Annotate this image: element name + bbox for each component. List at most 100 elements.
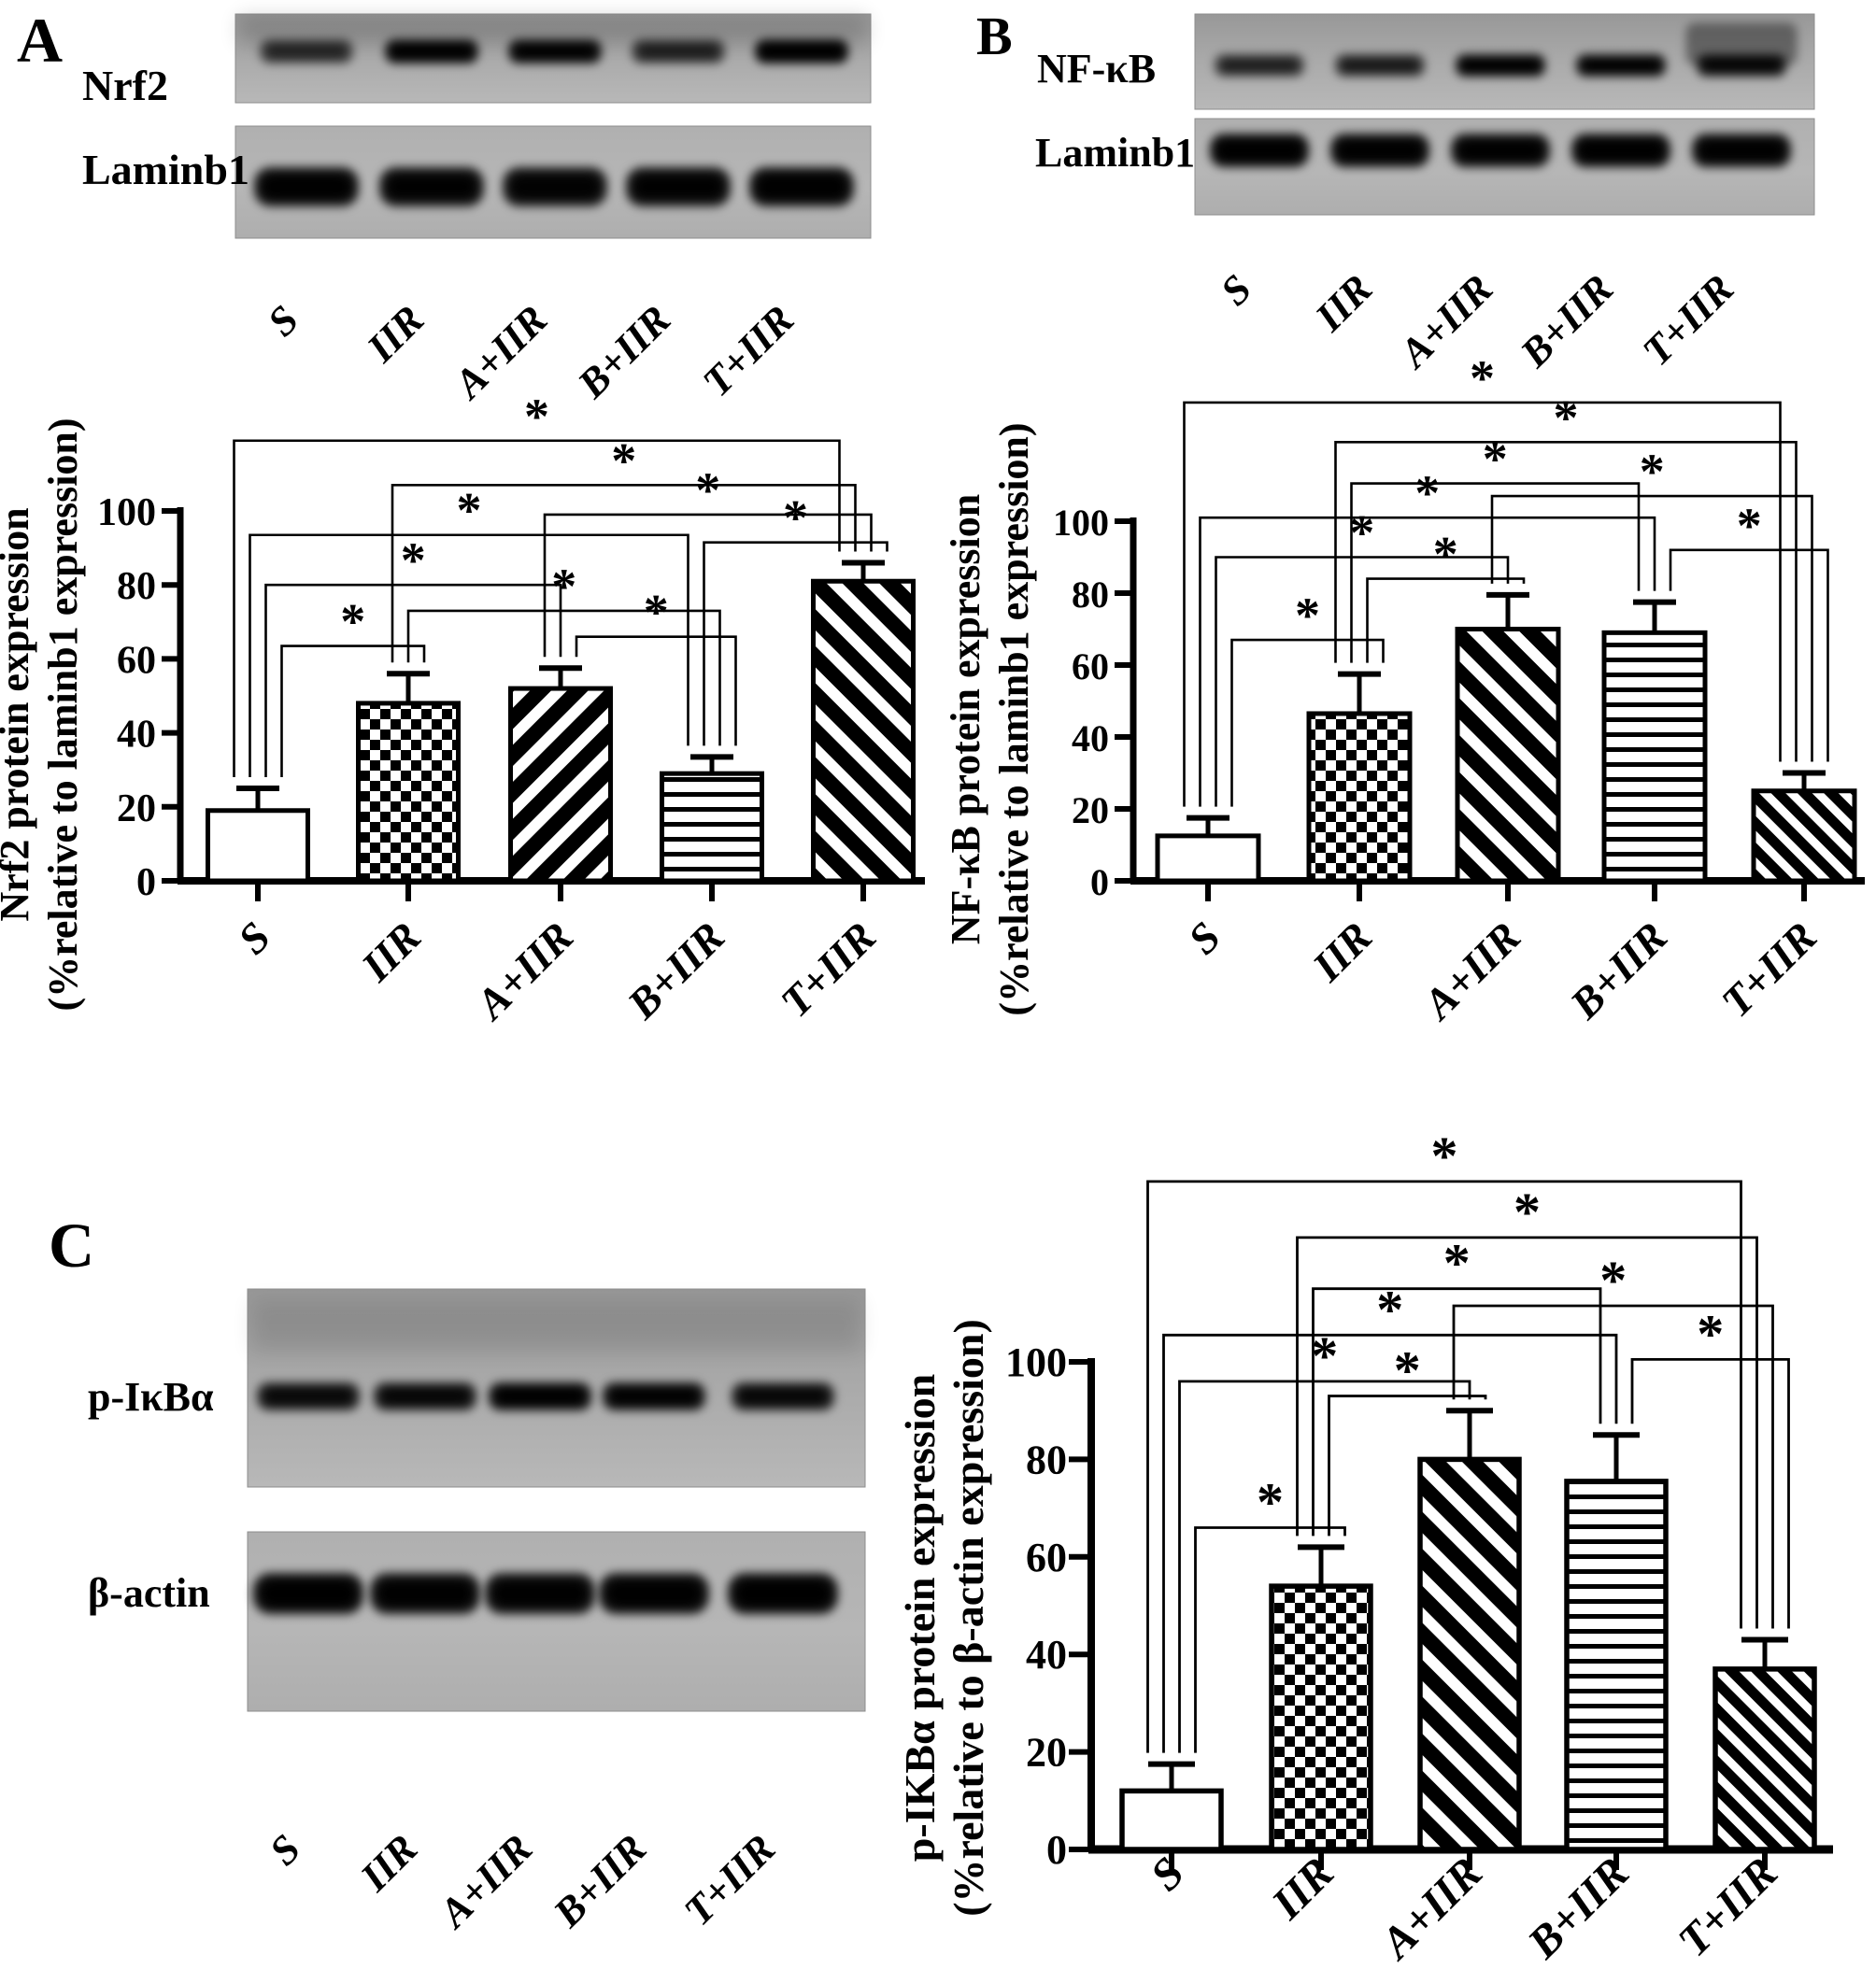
sig-star-IIR-T+IIR: *	[1514, 1182, 1541, 1242]
bar-A+IIR	[508, 686, 613, 884]
blot-lane-label-S: S	[261, 1825, 309, 1874]
blot-band-Nrf2-A+IIR	[508, 39, 602, 64]
x-category-label-B+IIR: B+IIR	[618, 913, 733, 1028]
y-axis-title-line2: (%relative to laminb1 expression)	[40, 418, 86, 1011]
sig-bracket-IIR-T+IIR	[391, 483, 857, 663]
y-tick-label-100: 100	[1053, 502, 1109, 544]
y-tick-label-0: 0	[136, 861, 156, 904]
bar-A+IIR	[1455, 627, 1561, 884]
bar-B+IIR	[1564, 1479, 1669, 1852]
blot-band-Laminb1-IIR	[1330, 134, 1429, 167]
x-category-label-A+IIR: A+IIR	[1370, 1848, 1492, 1969]
bar-IIR	[1269, 1583, 1373, 1852]
blot-lane-label-A+IIR: A+IIR	[429, 1825, 541, 1937]
sig-bracket-A+IIR-T+IIR	[1490, 494, 1813, 762]
blot-lane-label-IIR: IIR	[358, 296, 433, 371]
blot-strip-NF-κB	[1194, 13, 1815, 110]
panel-b-bar-chart: 0 20 40 60 80 100 NF-κB protein expression (%re…	[943, 350, 1865, 1029]
blot-strip-Nrf2	[234, 13, 872, 104]
sig-star-S-T+IIR: *	[1470, 350, 1495, 406]
y-axis-title-line2: (%relative to β-actin expression)	[945, 1319, 992, 1917]
y-tick-label-80: 80	[1072, 574, 1109, 616]
blot-band-p-IκBα-B+IIR	[603, 1382, 705, 1410]
sig-bracket-S-A+IIR	[1178, 1380, 1471, 1753]
bar-T+IIR	[811, 578, 916, 884]
blot-band-Laminb1-IIR	[379, 167, 484, 206]
sig-bracket-B+IIR-T+IIR	[1669, 548, 1829, 762]
blot-band-NF-κB-A+IIR	[1456, 54, 1545, 77]
bar-IIR	[1306, 711, 1413, 884]
blot-protein-label-p-IκBα: p-IκBα	[88, 1374, 214, 1420]
sig-star-S-B+IIR: *	[1376, 1279, 1403, 1339]
bar-A+IIR	[1417, 1456, 1522, 1852]
sig-star-A+IIR-T+IIR: *	[1640, 444, 1665, 500]
sig-bracket-IIR-T+IIR	[1296, 1236, 1758, 1629]
blot-band-β-actin-S	[253, 1573, 363, 1614]
panel-label-a: A	[17, 5, 63, 76]
blot-band-Laminb1-A+IIR	[1451, 134, 1550, 167]
y-tick-label-20: 20	[1072, 789, 1109, 831]
sig-bracket-S-B+IIR	[1199, 516, 1656, 807]
blot-lane-label-B+IIR: B+IIR	[1511, 265, 1622, 376]
y-tick-label-60: 60	[1026, 1535, 1067, 1580]
sig-star-IIR-A+IIR: *	[1394, 1340, 1421, 1401]
x-category-label-T+IIR: T+IIR	[1669, 1848, 1787, 1966]
blot-strip-Laminb1	[1194, 118, 1815, 216]
x-category-label-B+IIR: B+IIR	[1560, 913, 1676, 1028]
blot-band-Laminb1-T+IIR	[1692, 134, 1791, 167]
panel-label-c: C	[49, 1210, 94, 1281]
panel-c-blot-region: Cp-IκBα β-actin S IIR A+IIR B+IIR T+IIR	[49, 1210, 866, 1938]
y-tick-label-80: 80	[117, 565, 156, 608]
sig-star-S-B+IIR: *	[457, 483, 482, 539]
sig-bracket-S-T+IIR	[1146, 1180, 1742, 1753]
sig-star-S-B+IIR: *	[1414, 465, 1440, 521]
x-category-label-B+IIR: B+IIR	[1518, 1848, 1639, 1968]
bar-S	[1155, 833, 1261, 884]
y-tick-label-100: 100	[1005, 1339, 1067, 1385]
y-tick-label-40: 40	[117, 714, 156, 757]
blot-lane-label-IIR: IIR	[351, 1825, 426, 1900]
blot-protein-label-Laminb1: Laminb1	[1035, 130, 1195, 176]
x-category-label-IIR: IIR	[1262, 1848, 1343, 1929]
sig-star-S-IIR: *	[1295, 588, 1320, 644]
blot-lane-label-S: S	[259, 296, 307, 345]
blot-protein-label-Nrf2: Nrf2	[82, 62, 168, 109]
sig-star-S-A+IIR: *	[1349, 505, 1374, 561]
blot-protein-label-NF-κB: NF-κB	[1037, 46, 1156, 92]
sig-bracket-IIR-A+IIR	[1366, 577, 1526, 663]
bar-S	[1119, 1788, 1224, 1852]
y-axis-title-line2: (%relative to laminb1 expression)	[991, 422, 1037, 1015]
sig-bracket-IIR-B+IIR	[406, 609, 721, 746]
sig-bracket-S-B+IIR	[1162, 1333, 1618, 1753]
blot-band-β-actin-T+IIR	[728, 1573, 838, 1614]
sig-bracket-B+IIR-T+IIR	[703, 541, 888, 746]
x-category-label-S: S	[229, 913, 279, 963]
bar-B+IIR	[660, 771, 764, 884]
sig-bracket-A+IIR-T+IIR	[1452, 1304, 1774, 1629]
sig-star-S-T+IIR: *	[1431, 1126, 1458, 1186]
blot-band-NF-κB-B+IIR	[1576, 54, 1666, 77]
blot-band-Nrf2-B+IIR	[632, 39, 725, 64]
sig-star-S-T+IIR: *	[524, 389, 549, 445]
blot-strip-Laminb1	[234, 125, 872, 239]
blot-band-NF-κB-IIR	[1335, 54, 1425, 77]
blot-band-Nrf2-IIR	[385, 39, 478, 64]
sig-bracket-S-B+IIR	[249, 533, 689, 777]
sig-star-IIR-B+IIR: *	[1443, 1233, 1471, 1294]
bar-T+IIR	[1713, 1666, 1817, 1852]
blot-band-p-IκBα-T+IIR	[732, 1382, 834, 1410]
sig-star-A+IIR-T+IIR: *	[695, 462, 720, 518]
sig-star-B+IIR-T+IIR: *	[783, 490, 808, 546]
blot-protein-label-β-actin: β-actin	[88, 1570, 210, 1616]
blot-strip-β-actin	[247, 1531, 866, 1712]
blot-band-Laminb1-A+IIR	[503, 167, 607, 206]
x-category-label-S: S	[1179, 913, 1229, 963]
sig-star-A+IIR-B+IIR: *	[644, 585, 669, 641]
y-tick-label-60: 60	[117, 639, 156, 682]
y-tick-label-20: 20	[117, 787, 156, 830]
sig-bracket-S-A+IIR	[264, 583, 562, 777]
y-tick-label-80: 80	[1026, 1437, 1067, 1482]
sig-bracket-A+IIR-B+IIR	[575, 635, 737, 746]
